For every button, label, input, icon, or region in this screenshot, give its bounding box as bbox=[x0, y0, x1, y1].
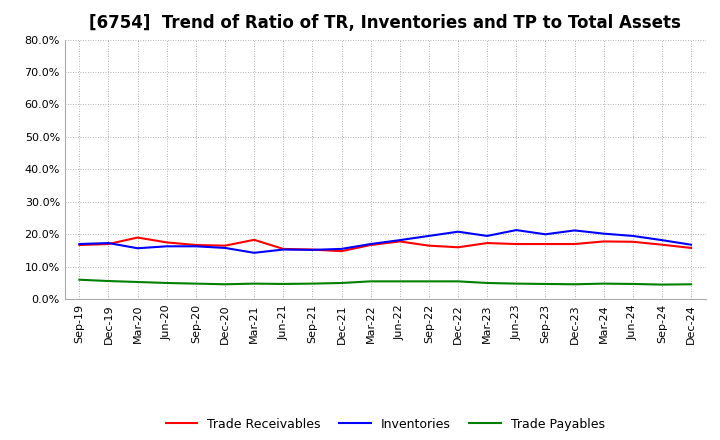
Trade Payables bbox=[425, 279, 433, 284]
Trade Payables bbox=[104, 279, 113, 284]
Inventories bbox=[337, 246, 346, 252]
Trade Payables bbox=[454, 279, 462, 284]
Trade Payables bbox=[483, 280, 492, 286]
Inventories bbox=[308, 247, 317, 253]
Trade Receivables bbox=[75, 242, 84, 248]
Inventories bbox=[279, 247, 287, 252]
Trade Receivables bbox=[366, 242, 375, 248]
Trade Receivables bbox=[687, 245, 696, 250]
Trade Receivables bbox=[250, 237, 258, 242]
Inventories bbox=[163, 244, 171, 249]
Trade Receivables bbox=[279, 246, 287, 252]
Trade Receivables bbox=[104, 242, 113, 247]
Inventories bbox=[192, 244, 200, 249]
Inventories bbox=[541, 231, 550, 237]
Trade Receivables bbox=[192, 242, 200, 248]
Inventories bbox=[570, 228, 579, 233]
Trade Receivables bbox=[395, 239, 404, 244]
Trade Payables bbox=[541, 281, 550, 286]
Line: Trade Receivables: Trade Receivables bbox=[79, 238, 691, 251]
Trade Receivables bbox=[541, 242, 550, 247]
Trade Receivables bbox=[133, 235, 142, 240]
Trade Payables bbox=[629, 281, 637, 286]
Trade Receivables bbox=[512, 242, 521, 247]
Trade Payables bbox=[250, 281, 258, 286]
Trade Receivables bbox=[454, 245, 462, 250]
Trade Receivables bbox=[163, 240, 171, 245]
Line: Inventories: Inventories bbox=[79, 230, 691, 253]
Inventories bbox=[657, 238, 666, 243]
Trade Receivables bbox=[425, 243, 433, 248]
Trade Payables bbox=[163, 280, 171, 286]
Inventories bbox=[629, 233, 637, 238]
Trade Receivables bbox=[483, 240, 492, 246]
Trade Receivables bbox=[308, 247, 317, 252]
Trade Receivables bbox=[599, 239, 608, 244]
Inventories bbox=[599, 231, 608, 236]
Trade Payables bbox=[220, 282, 229, 287]
Trade Receivables bbox=[629, 239, 637, 244]
Inventories bbox=[425, 233, 433, 238]
Trade Payables bbox=[687, 282, 696, 287]
Inventories bbox=[250, 250, 258, 256]
Trade Payables bbox=[279, 281, 287, 286]
Trade Payables bbox=[657, 282, 666, 287]
Inventories bbox=[104, 240, 113, 246]
Trade Payables bbox=[512, 281, 521, 286]
Legend: Trade Receivables, Inventories, Trade Payables: Trade Receivables, Inventories, Trade Pa… bbox=[161, 413, 610, 436]
Inventories bbox=[454, 229, 462, 235]
Trade Payables bbox=[570, 282, 579, 287]
Trade Payables bbox=[75, 277, 84, 282]
Trade Payables bbox=[192, 281, 200, 286]
Title: [6754]  Trend of Ratio of TR, Inventories and TP to Total Assets: [6754] Trend of Ratio of TR, Inventories… bbox=[89, 15, 681, 33]
Trade Receivables bbox=[337, 249, 346, 254]
Trade Payables bbox=[599, 281, 608, 286]
Inventories bbox=[133, 246, 142, 251]
Inventories bbox=[75, 242, 84, 247]
Trade Payables bbox=[308, 281, 317, 286]
Inventories bbox=[687, 242, 696, 247]
Inventories bbox=[483, 233, 492, 238]
Line: Trade Payables: Trade Payables bbox=[79, 280, 691, 285]
Inventories bbox=[395, 238, 404, 243]
Trade Receivables bbox=[220, 243, 229, 248]
Trade Payables bbox=[133, 279, 142, 285]
Trade Receivables bbox=[657, 242, 666, 247]
Trade Receivables bbox=[570, 242, 579, 247]
Trade Payables bbox=[337, 280, 346, 286]
Inventories bbox=[220, 245, 229, 250]
Inventories bbox=[512, 227, 521, 233]
Inventories bbox=[366, 242, 375, 247]
Trade Payables bbox=[366, 279, 375, 284]
Trade Payables bbox=[395, 279, 404, 284]
